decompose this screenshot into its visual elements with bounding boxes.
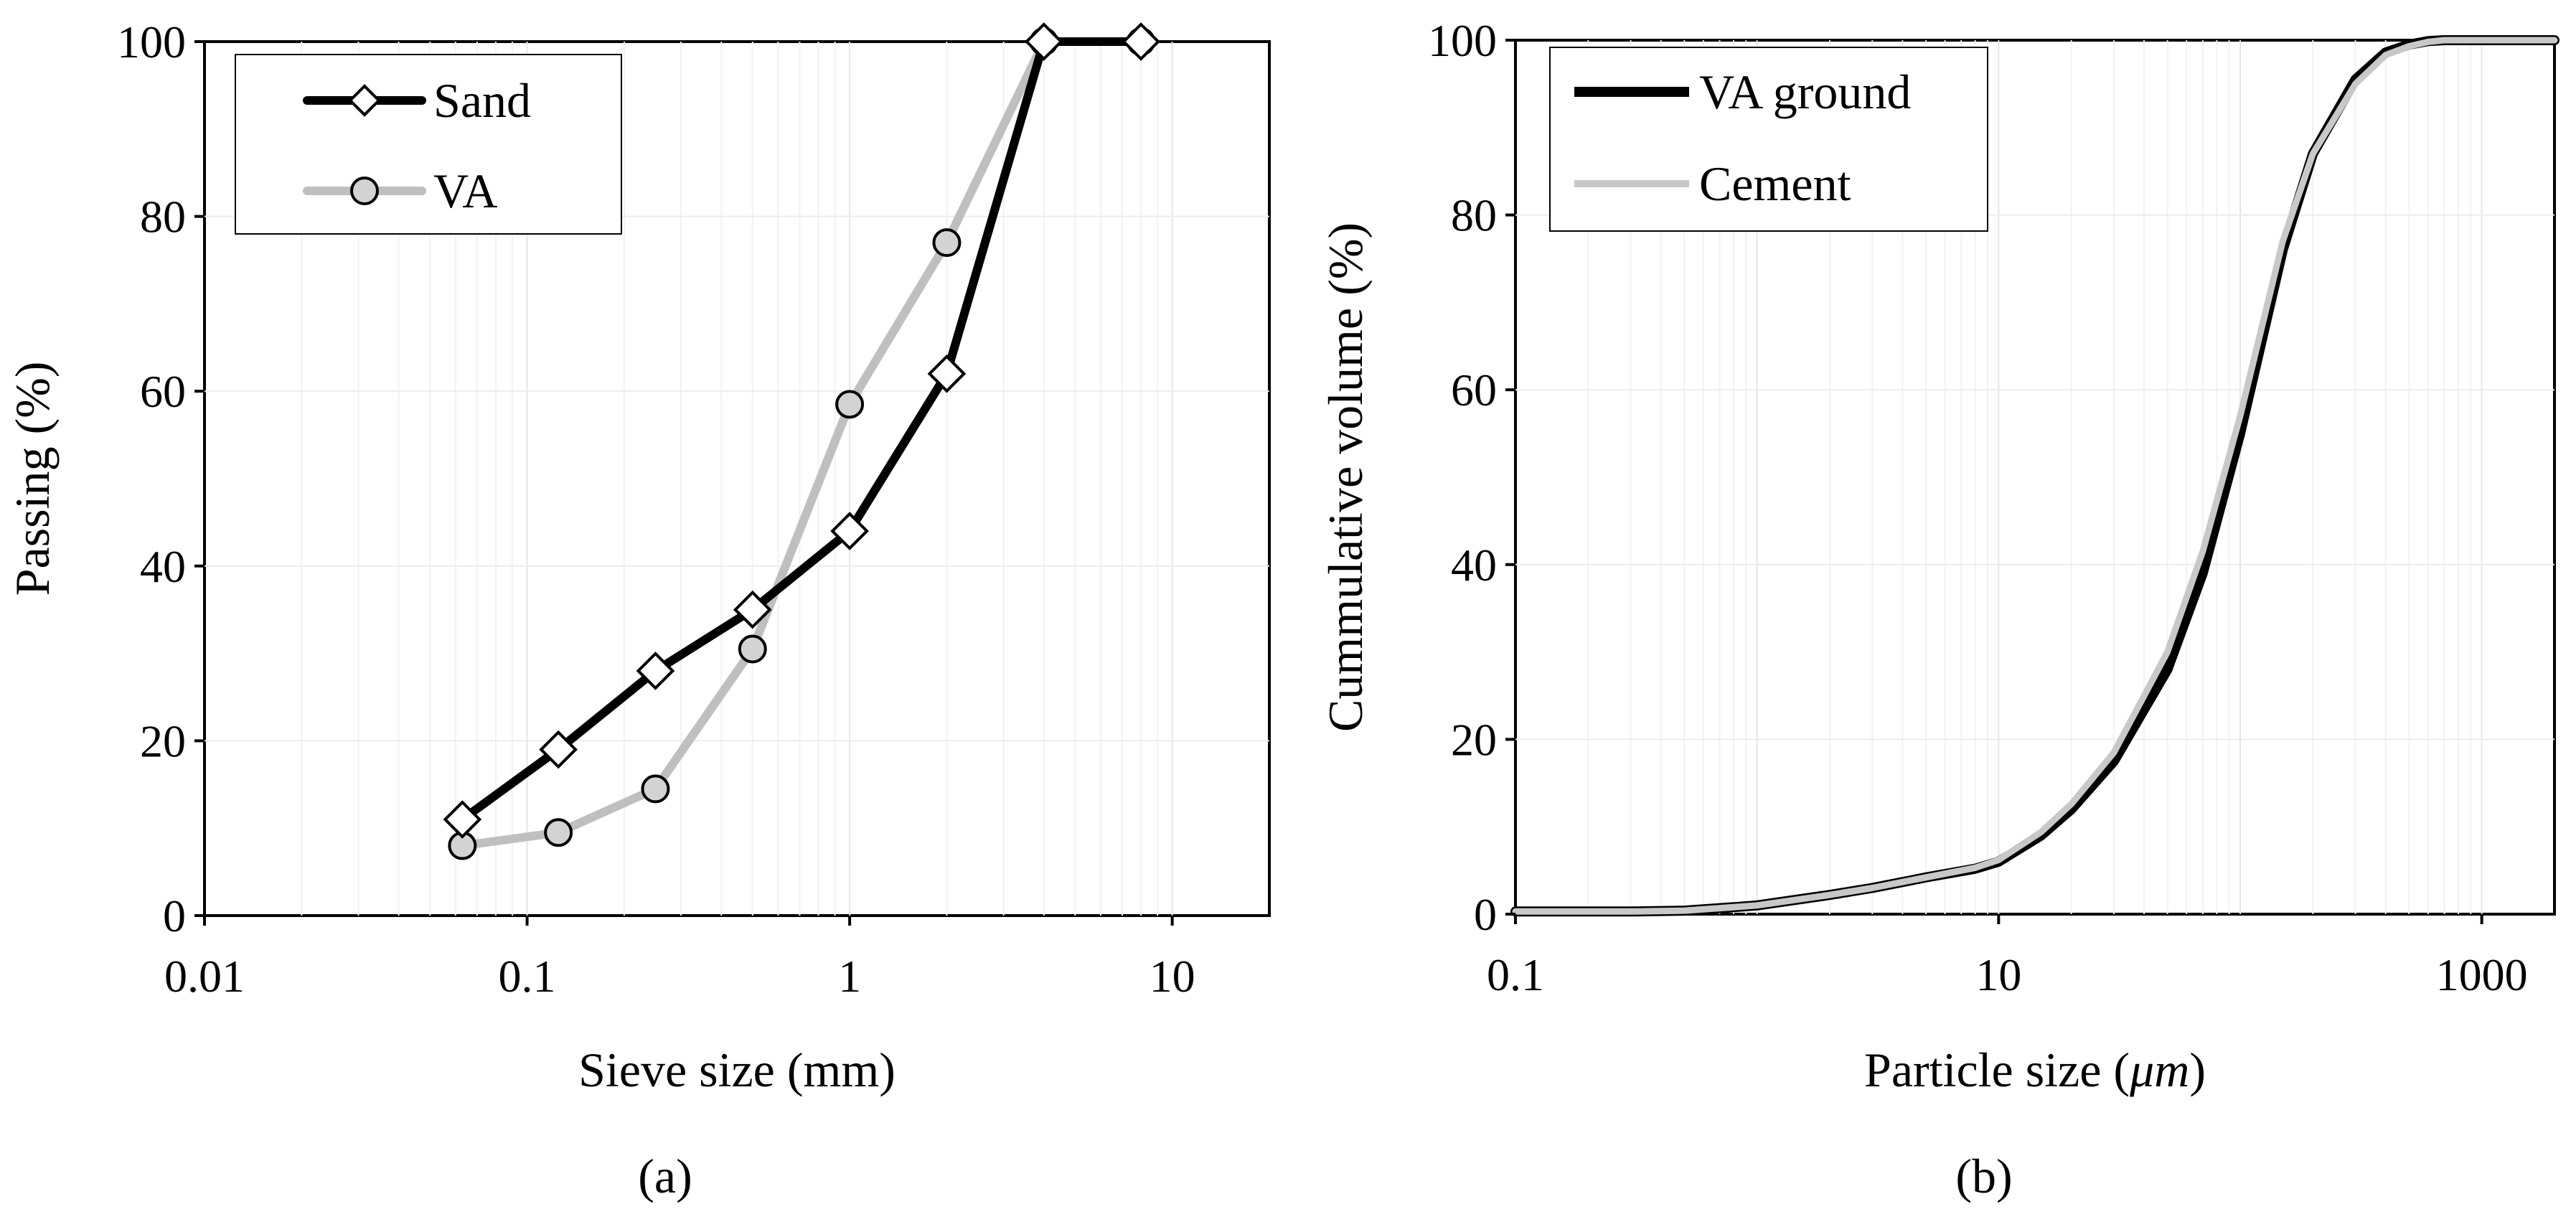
y-tick-label: 80 (1451, 190, 1497, 241)
data-point-sand (733, 590, 772, 629)
data-point-va (641, 774, 670, 804)
y-tick-label: 0 (163, 890, 186, 941)
plot-b-y-ticks: 0 20 40 60 80 100 (1428, 15, 1515, 940)
legend-va-label: VA (433, 164, 497, 218)
y-tick-label: 0 (1474, 889, 1497, 940)
y-tick-label: 100 (1428, 15, 1497, 66)
plot-b-x-axis-label-prefix: Particle size ( (1864, 1043, 2130, 1097)
plot-a-legend-box (235, 54, 622, 235)
y-tick-label: 60 (140, 366, 186, 417)
data-point-va (738, 634, 767, 664)
data-point-sand (443, 800, 482, 839)
panel-a-chart: 0 20 40 60 80 100 0.01 0.1 1 10 Passing (%) Siev… (5, 17, 1271, 1203)
plot-b-x-axis-label-suffix: ) (2189, 1043, 2206, 1097)
panel-b-chart: 0 20 40 60 80 100 0.1 10 1000 Cummulative volum… (1318, 15, 2559, 1203)
series-line-va (458, 37, 1146, 850)
plot-a-y-ticks: 0 20 40 60 80 100 (117, 17, 205, 941)
plot-a-x-ticks: 0.01 0.1 1 10 (164, 916, 1195, 1002)
y-tick-label: 60 (1451, 365, 1497, 415)
panel-a-label: (a) (638, 1149, 692, 1203)
x-tick-label: 0.1 (499, 951, 556, 1002)
plot-a-legend: Sand VA (235, 54, 622, 235)
x-tick-label: 0.1 (1487, 949, 1544, 1000)
legend-sand-diamond-marker (348, 84, 381, 117)
plot-b-frame (1514, 39, 2556, 916)
x-tick-label: 10 (1975, 949, 2021, 1000)
y-tick-label: 40 (1451, 540, 1497, 591)
data-point-sand (539, 730, 578, 769)
plot-a-x-axis-label: Sieve size (mm) (578, 1043, 896, 1097)
panel-b-label: (b) (1955, 1149, 2012, 1203)
plot-a-grid (205, 42, 1269, 916)
plot-b-legend: VA ground Cement (1549, 47, 1988, 232)
plot-b-grid (1515, 40, 2554, 914)
legend-va-ground-label: VA ground (1699, 65, 1911, 119)
series-line-sand (458, 37, 1146, 824)
y-tick-label: 80 (140, 192, 186, 243)
plot-a-y-axis-label: Passing (%) (5, 362, 60, 596)
plot-b-x-ticks: 0.1 10 1000 (1487, 914, 2528, 1000)
data-point-sand (1024, 22, 1063, 61)
plot-b-y-axis-label: Cummulative volume (%) (1318, 222, 1373, 732)
data-point-sand (830, 512, 869, 550)
plot-b-x-axis-label: Particle size (μm) (1864, 1043, 2206, 1097)
legend-sand-label: Sand (433, 73, 531, 128)
series-line-cement (1512, 37, 2558, 915)
y-tick-label: 20 (140, 715, 186, 766)
y-tick-label: 40 (140, 541, 186, 592)
x-tick-label: 10 (1150, 951, 1195, 1002)
plot-b-x-axis-label-unit: μm (2129, 1043, 2189, 1097)
plot-a-frame (203, 40, 1271, 917)
data-point-va (835, 390, 865, 419)
plot-a-series (443, 22, 1160, 860)
legend-va-circle-marker (350, 177, 379, 205)
x-tick-label: 1 (838, 951, 861, 1002)
legend-cement-label: Cement (1699, 156, 1851, 211)
y-tick-label: 100 (117, 17, 186, 67)
x-tick-label: 0.01 (164, 951, 245, 1002)
data-point-va (544, 818, 573, 847)
data-point-va (932, 228, 962, 258)
plot-b-legend-box (1549, 47, 1988, 232)
data-point-sand (636, 652, 675, 690)
x-tick-label: 1000 (2436, 949, 2528, 1000)
y-tick-label: 20 (1451, 714, 1497, 765)
plot-b-series (1510, 35, 2559, 917)
data-point-sand (1122, 22, 1160, 61)
data-point-sand (927, 354, 967, 393)
